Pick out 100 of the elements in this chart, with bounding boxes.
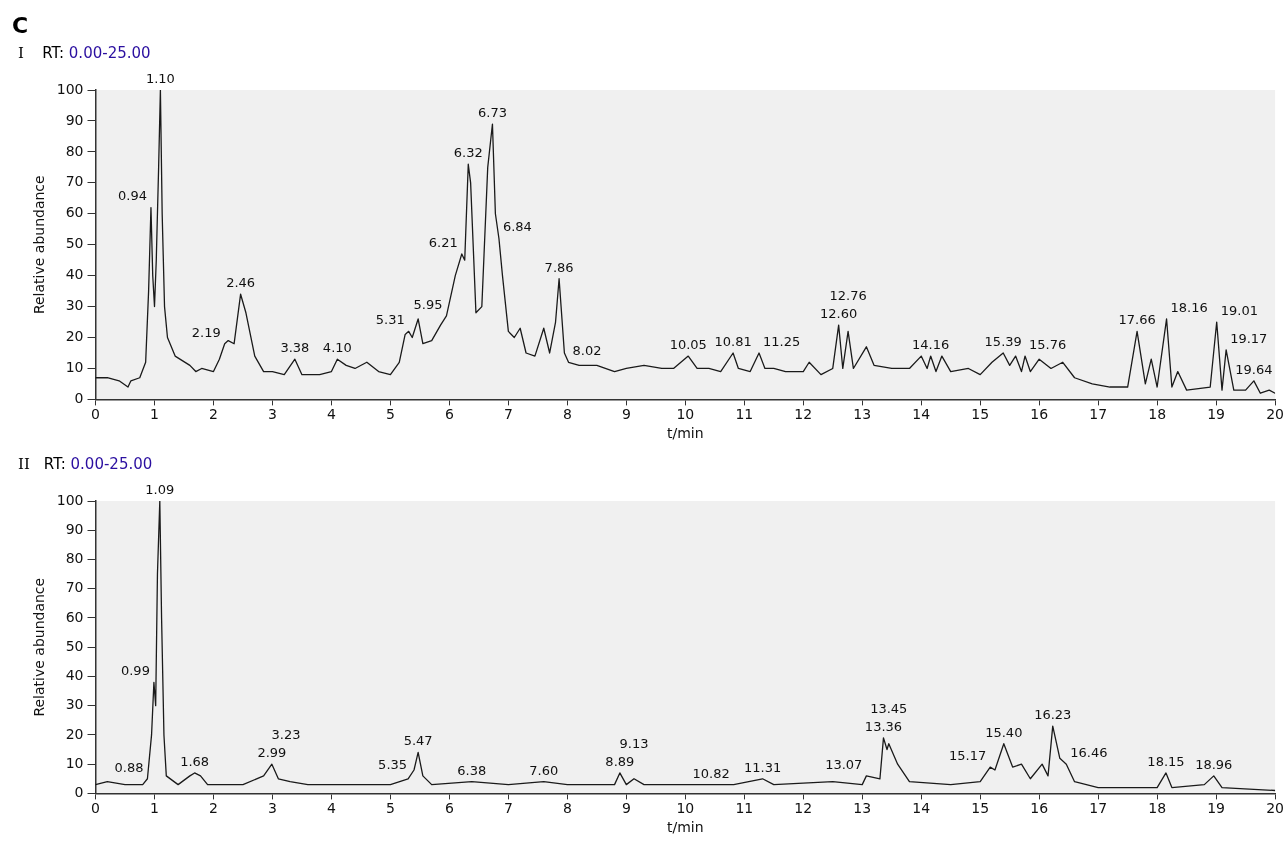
annotation: 10.05 <box>669 336 707 352</box>
text: I <box>18 44 25 62</box>
y-tick-label: 100 <box>56 491 84 508</box>
x-tick-label: 8 <box>562 800 572 817</box>
y-tick-label: 10 <box>65 754 84 771</box>
x-tick-label: 17 <box>1089 800 1108 817</box>
y-tick-label: 70 <box>65 173 84 190</box>
annotation: 0.94 <box>118 188 147 204</box>
annotation: 17.66 <box>1118 312 1156 328</box>
annotation: 13.36 <box>864 718 903 734</box>
x-tick-label: 1 <box>150 800 159 817</box>
y-tick-label: 20 <box>65 328 84 345</box>
annotation: 6.73 <box>477 104 507 120</box>
y-tick-label: 90 <box>65 111 84 128</box>
annotation: 5.35 <box>378 756 408 772</box>
chart-title: RT: 0.00-25.00 <box>43 455 153 473</box>
x-tick-label: 13 <box>853 800 872 817</box>
x-tick-label: 6 <box>444 800 454 817</box>
annotation: 3.38 <box>280 340 310 356</box>
annotation: 8.89 <box>605 753 635 769</box>
x-tick-label: 0 <box>91 406 100 423</box>
y-tick-label: 0 <box>74 784 84 801</box>
text: C <box>12 13 29 38</box>
y-tick-label: 30 <box>65 696 84 713</box>
x-tick-label: 16 <box>1030 800 1049 817</box>
text: II <box>18 455 30 473</box>
annotation: 6.38 <box>457 762 487 778</box>
x-tick-label: 7 <box>503 800 513 817</box>
annotation: 13.45 <box>870 700 908 716</box>
x-tick-label: 19 <box>1207 800 1226 817</box>
annotation: 2.19 <box>191 324 221 340</box>
annotation: 7.60 <box>529 762 559 778</box>
y-tick-label: 60 <box>65 204 84 221</box>
x-tick-label: 19 <box>1207 406 1226 423</box>
annotation: 0.88 <box>114 759 144 775</box>
annotation: 19.64 <box>1235 361 1273 377</box>
annotation: 13.07 <box>825 756 863 772</box>
annotation: 1.10 <box>145 70 175 86</box>
y-tick-label: 70 <box>65 579 84 596</box>
x-tick-label: 16 <box>1030 406 1049 423</box>
annotation: 4.10 <box>322 340 352 356</box>
annotation: 15.40 <box>985 724 1023 740</box>
x-tick-label: 20 <box>1266 800 1285 817</box>
annotation: 9.13 <box>619 735 649 751</box>
x-tick-label: 4 <box>326 800 336 817</box>
annotation: 1.09 <box>145 481 175 497</box>
x-axis-title: t/min <box>667 819 704 836</box>
x-tick-label: 7 <box>503 406 513 423</box>
x-tick-label: 8 <box>562 406 572 423</box>
x-tick-label: 9 <box>621 800 631 817</box>
x-tick-label: 12 <box>794 800 813 817</box>
annotation: 12.76 <box>829 288 867 304</box>
x-tick-label: 9 <box>621 406 631 423</box>
annotation: 18.96 <box>1195 756 1233 772</box>
y-tick-label: 0 <box>74 390 84 407</box>
x-tick-label: 2 <box>209 406 218 423</box>
chart-title: RT: 0.00-25.00 <box>42 44 151 62</box>
x-tick-label: 11 <box>735 406 754 423</box>
annotation: 16.46 <box>1070 745 1108 761</box>
x-tick-label: 11 <box>735 800 754 817</box>
x-tick-label: 13 <box>853 406 872 423</box>
annotation: 19.01 <box>1220 302 1258 318</box>
annotation: 1.68 <box>180 753 210 769</box>
x-tick-label: 14 <box>912 406 931 423</box>
annotation: 6.84 <box>502 219 532 235</box>
y-tick-label: 30 <box>65 297 84 314</box>
annotation: 11.25 <box>763 333 801 349</box>
x-tick-label: 20 <box>1266 406 1285 423</box>
annotation: 6.21 <box>428 234 458 250</box>
annotation: 12.60 <box>820 306 858 322</box>
y-axis-title: Relative abundance <box>31 175 48 315</box>
annotation: 10.81 <box>714 333 752 349</box>
x-tick-label: 1 <box>150 406 159 423</box>
annotation: 19.17 <box>1230 330 1268 346</box>
annotation: 2.46 <box>226 275 256 291</box>
annotation: 2.99 <box>257 745 287 761</box>
annotation: 0.99 <box>120 663 150 679</box>
x-tick-label: 12 <box>794 406 813 423</box>
annotation: 18.15 <box>1147 753 1185 769</box>
annotation: 5.95 <box>413 296 443 312</box>
y-tick-label: 80 <box>65 550 84 567</box>
x-tick-label: 15 <box>971 800 990 817</box>
annotation: 15.17 <box>949 747 987 763</box>
annotation: 15.76 <box>1029 336 1067 352</box>
y-axis-title: Relative abundance <box>31 577 48 717</box>
annotation: 5.31 <box>375 312 405 328</box>
x-tick-label: 15 <box>971 406 990 423</box>
x-tick-label: 0 <box>91 800 100 817</box>
x-axis-title: t/min <box>667 425 704 442</box>
y-tick-label: 10 <box>65 359 84 376</box>
x-tick-label: 3 <box>268 800 277 817</box>
x-tick-label: 14 <box>912 800 931 817</box>
y-tick-label: 20 <box>65 725 84 742</box>
annotation: 10.82 <box>692 765 730 781</box>
annotation: 8.02 <box>572 343 602 359</box>
x-tick-label: 10 <box>676 800 695 817</box>
x-tick-label: 18 <box>1148 406 1167 423</box>
y-tick-label: 40 <box>65 667 84 684</box>
annotation: 3.23 <box>271 726 301 742</box>
x-tick-label: 10 <box>676 406 695 423</box>
